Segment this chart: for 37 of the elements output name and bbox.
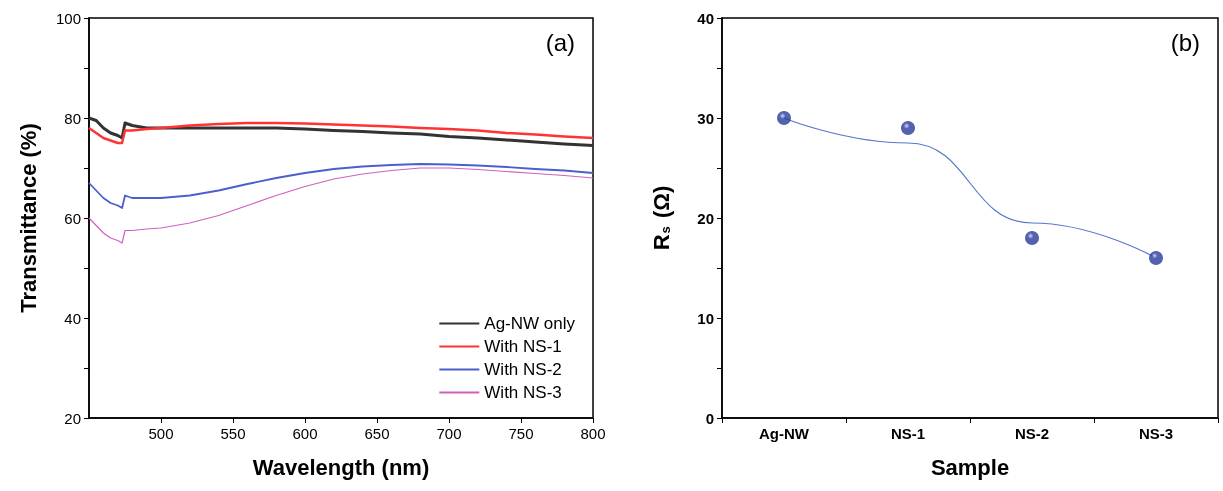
point	[1025, 231, 1039, 245]
x-tick-label: 650	[364, 425, 390, 442]
x-axis-title: Wavelength (nm)	[252, 454, 430, 480]
x-tick-label: 600	[292, 425, 318, 442]
point	[1149, 251, 1163, 265]
annotation: (b)	[1170, 28, 1201, 56]
y-axis-title: Transmittance (%)	[15, 123, 41, 313]
y-tick-label: 0	[705, 409, 714, 427]
annotation: (a)	[545, 28, 576, 56]
legend-label: With NS-1	[484, 337, 562, 356]
point	[777, 111, 791, 125]
x-tick-label: 800	[580, 425, 606, 442]
y-tick-label: 10	[697, 309, 714, 327]
x-tick-label: Ag-NW	[759, 425, 810, 442]
point	[901, 121, 915, 135]
x-axis-title: Sample	[930, 454, 1010, 480]
y-tick-label: 20	[64, 409, 81, 427]
y-tick-label: 30	[697, 109, 714, 127]
x-tick-label: 700	[436, 425, 462, 442]
x-tick-label: 550	[220, 425, 246, 442]
x-tick-label: 500	[148, 425, 174, 442]
y-tick-label: 40	[64, 309, 81, 327]
y-tick-label: 80	[64, 109, 81, 127]
legend-label: Ag-NW only	[484, 314, 576, 333]
line-series	[88, 167, 594, 244]
y-tick-label: 20	[697, 209, 714, 227]
y-axis-title: Rs (Ω)	[648, 185, 674, 251]
x-tick-label: 750	[508, 425, 534, 442]
legend-label: With NS-2	[484, 360, 562, 379]
y-tick-label: 100	[55, 9, 81, 27]
y-tick-label: 40	[697, 9, 714, 27]
line-series	[88, 163, 594, 209]
x-tick-label: NS-3	[1138, 425, 1174, 442]
x-tick-label: NS-1	[890, 425, 926, 442]
x-tick-label: NS-2	[1014, 425, 1050, 442]
y-tick-label: 60	[64, 209, 81, 227]
legend-label: With NS-3	[484, 383, 562, 402]
